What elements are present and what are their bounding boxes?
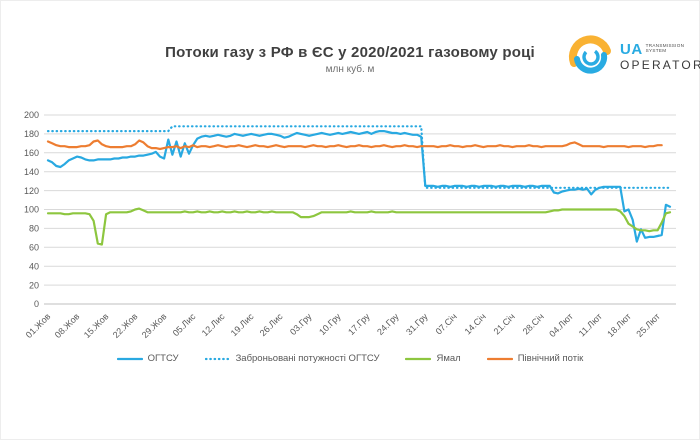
legend-item-1: Заброньовані потужності ОГТСУ [204, 353, 380, 364]
x-tick-label: 08.Жов [53, 311, 82, 340]
legend-item-2: Ямал [405, 353, 461, 364]
logo-ua-text: UA [620, 40, 643, 58]
y-tick-label: 200 [24, 110, 39, 120]
y-tick-label: 40 [29, 261, 39, 271]
x-tick-label: 14.Січ [463, 311, 488, 336]
logo-operator-text: OPERATOR [620, 57, 700, 72]
y-tick-label: 60 [29, 243, 39, 253]
legend-swatch-dotted [204, 357, 231, 360]
x-tick-label: 24.Гру [375, 311, 401, 337]
x-tick-label: 15.Жов [82, 311, 111, 340]
legend-item-3: Північний потік [486, 353, 584, 364]
legend-swatch-line [486, 357, 513, 360]
legend-swatch-line [116, 357, 143, 360]
ua-tso-logo: UA TRANSMISSION SYSTEM OPERATOR [566, 28, 700, 84]
y-tick-label: 180 [24, 129, 39, 139]
x-tick-label: 01.Жов [24, 311, 53, 340]
series-line-3 [46, 139, 663, 151]
x-tick-label: 29.Жов [140, 311, 169, 340]
x-tick-label: 05.Лис [171, 311, 198, 338]
x-tick-label: 22.Жов [111, 311, 140, 340]
legend-label: Заброньовані потужності ОГТСУ [235, 353, 380, 364]
series-line-0 [46, 130, 672, 243]
y-tick-label: 160 [24, 148, 39, 158]
x-tick-label: 21.Січ [492, 311, 517, 336]
x-tick-label: 31.Гру [404, 311, 430, 337]
y-tick-label: 20 [29, 280, 39, 290]
legend-label: Ямал [436, 353, 461, 364]
legend-label: ОГТСУ [147, 353, 179, 364]
x-tick-label: 07.Січ [434, 311, 459, 336]
x-tick-label: 28.Січ [521, 311, 546, 336]
x-tick-label: 03.Гру [288, 311, 314, 337]
logo-text: UA TRANSMISSION SYSTEM OPERATOR [620, 42, 700, 71]
logo-swirl-icon [568, 35, 611, 74]
y-tick-label: 0 [34, 299, 39, 309]
y-tick-label: 100 [24, 205, 39, 215]
x-tick-label: 25.Лют [634, 311, 662, 339]
y-tick-label: 80 [29, 224, 39, 234]
x-tick-label: 19.Лис [229, 311, 256, 338]
chart-title: Потоки газу з РФ в ЄС у 2020/2021 газово… [165, 44, 535, 61]
y-tick-label: 140 [24, 167, 39, 177]
x-tick-label: 17.Гру [346, 311, 372, 337]
x-tick-label: 26.Лис [258, 311, 285, 338]
logo-transmission-system-text: TRANSMISSION SYSTEM [645, 42, 685, 53]
legend-swatch-line [405, 357, 432, 360]
series-line-1 [46, 125, 672, 189]
x-tick-label: 12.Лис [200, 311, 227, 338]
legend: ОГТСУ Заброньовані потужності ОГТСУ Ямал Пі… [0, 353, 700, 364]
x-tick-label: 10.Гру [317, 311, 343, 337]
series-line-2 [46, 207, 672, 246]
legend-label: Північний потік [517, 353, 584, 364]
y-tick-label: 120 [24, 186, 39, 196]
chart-subtitle: млн куб. м [325, 64, 375, 75]
x-tick-label: 18.Лют [605, 311, 633, 339]
x-tick-label: 11.Лют [577, 311, 604, 338]
legend-item-0: ОГТСУ [116, 353, 179, 364]
x-tick-label: 04.Лют [547, 311, 575, 339]
